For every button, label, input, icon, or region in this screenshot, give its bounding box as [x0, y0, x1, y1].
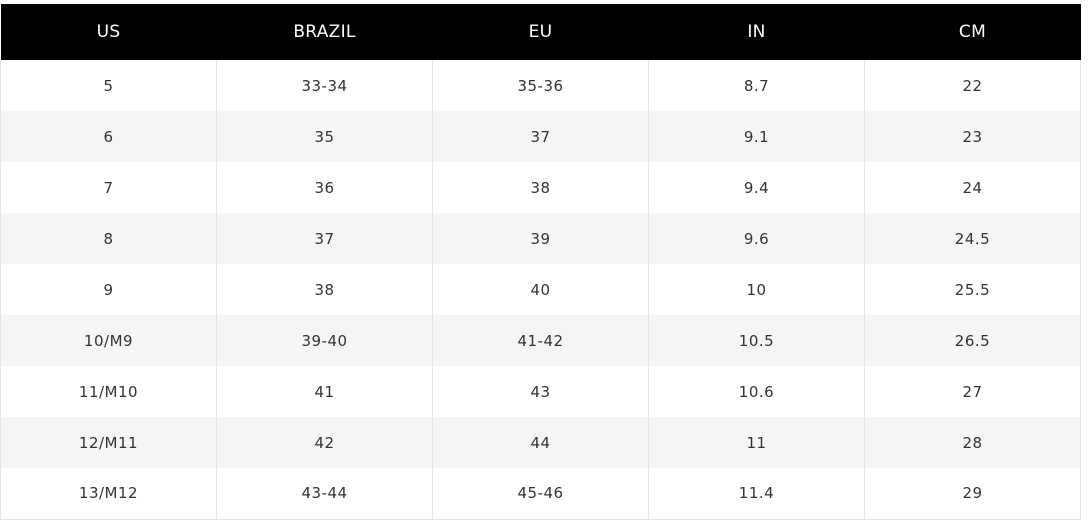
column-header-us: US	[96, 22, 121, 42]
cell-us: 6	[0, 111, 217, 162]
cell-brazil: 41	[216, 366, 433, 417]
cell-cm: 27	[864, 366, 1081, 417]
cell-in: 9.4	[648, 162, 865, 213]
table-row: 9 38 40 10 25.5	[0, 264, 1081, 315]
cell-us: 13/M12	[0, 468, 217, 520]
cell-us: 5	[0, 60, 217, 111]
cell-brazil: 39-40	[216, 315, 433, 366]
cell-eu: 43	[432, 366, 649, 417]
cell-cm: 24.5	[864, 213, 1081, 264]
cell-cm: 24	[864, 162, 1081, 213]
table-row: 7 36 38 9.4 24	[0, 162, 1081, 213]
cell-us: 12/M11	[0, 417, 217, 468]
cell-in: 9.1	[648, 111, 865, 162]
cell-us: 11/M10	[0, 366, 217, 417]
table-row: 11/M10 41 43 10.6 27	[0, 366, 1081, 417]
cell-eu: 44	[432, 417, 649, 468]
size-chart-body: 5 33-34 35-36 8.7 22 6 35 37 9.1 23 7 36…	[0, 60, 1081, 520]
cell-brazil: 37	[216, 213, 433, 264]
cell-brazil: 38	[216, 264, 433, 315]
cell-eu: 41-42	[432, 315, 649, 366]
cell-cm: 22	[864, 60, 1081, 111]
cell-cm: 23	[864, 111, 1081, 162]
cell-brazil: 43-44	[216, 468, 433, 520]
cell-eu: 37	[432, 111, 649, 162]
cell-us: 10/M9	[0, 315, 217, 366]
column-header-brazil: BRAZIL	[293, 22, 356, 42]
cell-in: 10	[648, 264, 865, 315]
cell-brazil: 35	[216, 111, 433, 162]
table-row: 12/M11 42 44 11 28	[0, 417, 1081, 468]
cell-in: 10.5	[648, 315, 865, 366]
cell-eu: 45-46	[432, 468, 649, 520]
cell-eu: 35-36	[432, 60, 649, 111]
table-row: 8 37 39 9.6 24.5	[0, 213, 1081, 264]
cell-us: 7	[0, 162, 217, 213]
table-row: 6 35 37 9.1 23	[0, 111, 1081, 162]
cell-in: 9.6	[648, 213, 865, 264]
cell-eu: 38	[432, 162, 649, 213]
cell-brazil: 42	[216, 417, 433, 468]
table-row: 5 33-34 35-36 8.7 22	[0, 60, 1081, 111]
cell-in: 10.6	[648, 366, 865, 417]
column-header-in: IN	[747, 22, 766, 42]
size-chart-table: US BRAZIL EU IN CM 5 33-34 35-36 8.7 22 …	[0, 4, 1081, 520]
cell-cm: 25.5	[864, 264, 1081, 315]
cell-cm: 26.5	[864, 315, 1081, 366]
table-row: 10/M9 39-40 41-42 10.5 26.5	[0, 315, 1081, 366]
cell-in: 11	[648, 417, 865, 468]
size-chart-header: US BRAZIL EU IN CM	[0, 4, 1081, 60]
cell-cm: 28	[864, 417, 1081, 468]
cell-brazil: 36	[216, 162, 433, 213]
cell-us: 9	[0, 264, 217, 315]
cell-eu: 39	[432, 213, 649, 264]
column-header-eu: EU	[528, 22, 553, 42]
cell-in: 8.7	[648, 60, 865, 111]
cell-brazil: 33-34	[216, 60, 433, 111]
column-header-cm: CM	[958, 22, 987, 42]
cell-eu: 40	[432, 264, 649, 315]
cell-in: 11.4	[648, 468, 865, 520]
cell-us: 8	[0, 213, 217, 264]
table-row: 13/M12 43-44 45-46 11.4 29	[0, 468, 1081, 520]
header-row: US BRAZIL EU IN CM	[0, 4, 1081, 60]
cell-cm: 29	[864, 468, 1081, 520]
